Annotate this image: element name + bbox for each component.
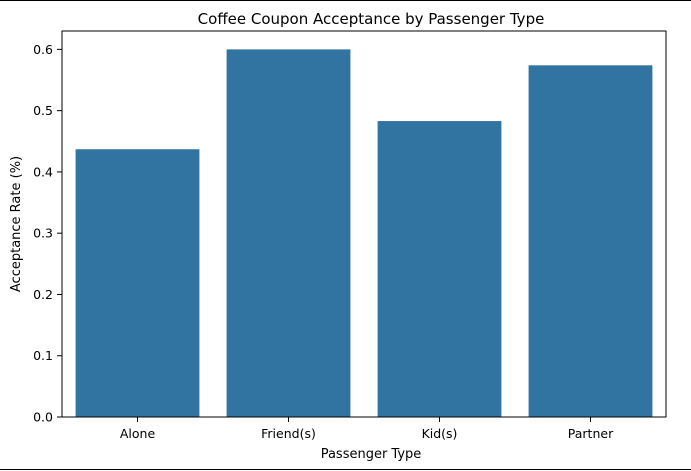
y-tick-label: 0.3 <box>33 226 53 241</box>
y-tick-label: 0.1 <box>33 348 53 363</box>
chart-title: Coffee Coupon Acceptance by Passenger Ty… <box>198 10 545 28</box>
y-axis-label: Acceptance Rate (%) <box>9 156 24 292</box>
bars-group <box>75 49 653 418</box>
y-tick-label: 0.0 <box>33 410 53 425</box>
bar-kid-s <box>377 121 502 418</box>
x-tick-label: Friend(s) <box>261 426 316 441</box>
y-tick-label: 0.6 <box>33 42 53 57</box>
x-tick-label: Kid(s) <box>422 426 458 441</box>
bottom-border <box>0 469 691 470</box>
y-axis: 0.0 0.1 0.2 0.3 0.4 0.5 0.6 <box>33 42 62 425</box>
x-tick-label: Partner <box>568 426 614 441</box>
x-axis: Alone Friend(s) Kid(s) Partner <box>120 417 614 441</box>
x-axis-label: Passenger Type <box>321 447 422 462</box>
bar-partner <box>528 65 653 418</box>
x-tick-label: Alone <box>120 426 156 441</box>
plot-frame <box>61 30 667 418</box>
bar-alone <box>75 149 200 417</box>
bar-friend-s <box>226 49 351 417</box>
top-border <box>0 0 691 1</box>
y-tick-label: 0.2 <box>33 287 53 302</box>
y-tick-label: 0.4 <box>33 164 53 179</box>
y-tick-label: 0.5 <box>33 103 53 118</box>
